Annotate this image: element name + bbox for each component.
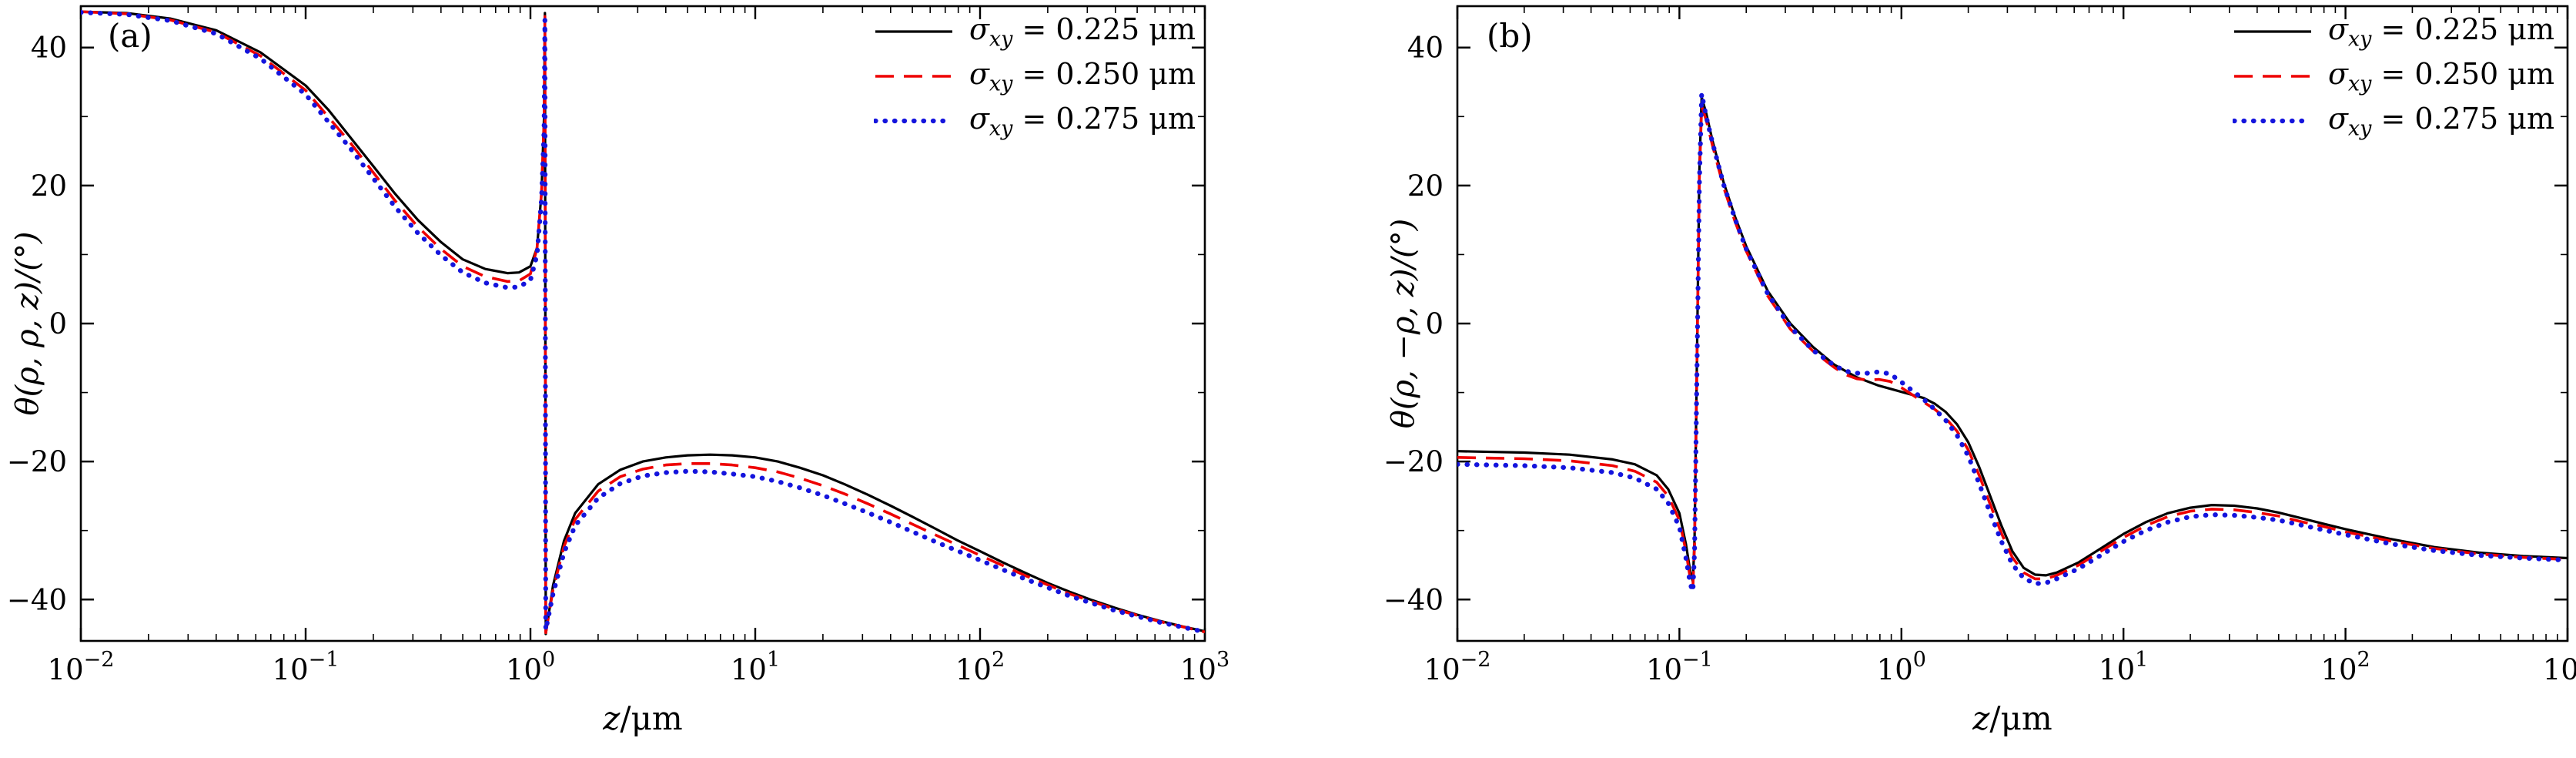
y-tick-label: 40: [1407, 32, 1444, 65]
panel-label: (b): [1487, 17, 1533, 55]
panel-b: 10−2 10−1 100 101 102 103 −40 −20 0 20 40 θ(ρ, −ρ,…: [1288, 0, 2576, 758]
y-tick-label: −40: [7, 583, 67, 616]
y-tick-label: −20: [1383, 445, 1444, 478]
panel-label: (a): [108, 17, 152, 55]
x-axis-variable: z: [603, 699, 621, 737]
legend-label: σxy = 0.275 μm: [2327, 101, 2554, 141]
legend-line-sample: [2232, 118, 2313, 124]
legend-item: σxy = 0.225 μm: [2233, 12, 2554, 51]
x-tick-label: 102: [2320, 648, 2370, 686]
legend-label: σxy = 0.275 μm: [969, 101, 1196, 141]
x-axis-label: z/μm: [603, 699, 682, 737]
x-tick-label: 103: [2543, 648, 2576, 686]
y-tick-label: 20: [1407, 169, 1444, 203]
legend-line-sample: [875, 75, 952, 78]
y-tick-label: 20: [31, 169, 67, 203]
legend-item: σxy = 0.225 μm: [874, 12, 1196, 51]
x-axis-unit: /μm: [620, 699, 683, 737]
x-axis-variable: z: [1972, 699, 1990, 737]
curve-series-2: [1457, 91, 2568, 594]
panel-b-plot: 10−2 10−1 100 101 102 103 −40 −20 0 20 40: [1383, 5, 2576, 686]
curve-series-0: [81, 10, 1205, 636]
x-tick-label: 101: [731, 648, 780, 686]
legend: σxy = 0.225 μm σxy = 0.250 μm σxy = 0.275 …: [873, 12, 1196, 141]
y-tick-label: −40: [1383, 583, 1444, 616]
legend-item: σxy = 0.275 μm: [2232, 101, 2554, 141]
legend-line-sample: [2233, 75, 2311, 78]
legend-item: σxy = 0.250 μm: [874, 57, 1196, 96]
x-tick-label: 10−2: [1424, 648, 1491, 686]
y-tick-label: 0: [1425, 307, 1444, 340]
x-tick-label: 10−2: [48, 648, 115, 686]
x-tick-label: 102: [955, 648, 1005, 686]
legend-line-sample: [875, 30, 952, 33]
x-tick-label: 10−1: [273, 648, 340, 686]
y-axis-label: θ(ρ, ρ, z)/(°): [10, 231, 45, 416]
curve-series-2: [81, 10, 1205, 635]
x-tick-label: 10−1: [1646, 648, 1713, 686]
curve-series-1: [81, 10, 1205, 635]
panel-a: 10−2 10−1 100 101 102 103 −40 −20 0 20 40 θ(ρ, ρ, …: [7, 5, 1229, 737]
legend-item: σxy = 0.250 μm: [2233, 57, 2554, 96]
y-tick-label: 0: [49, 307, 67, 340]
legend: σxy = 0.225 μm σxy = 0.250 μm σxy = 0.275 …: [2232, 12, 2554, 141]
y-tick-label: −20: [7, 445, 67, 478]
legend-label: σxy = 0.225 μm: [2327, 12, 2554, 52]
x-tick-label: 103: [1180, 648, 1229, 686]
x-tick-label: 100: [506, 648, 555, 686]
y-axis-label: θ(ρ, −ρ, z)/(°): [1386, 218, 1421, 429]
curve-series-1: [1457, 105, 2568, 589]
panel-a-plot: 10−2 10−1 100 101 102 103 −40 −20 0 20 40: [7, 5, 1229, 686]
legend-label: σxy = 0.250 μm: [2327, 56, 2554, 96]
x-axis-unit: /μm: [1989, 699, 2052, 737]
y-tick-label: 40: [31, 32, 67, 65]
x-axis-label: z/μm: [1972, 699, 2052, 737]
legend-line-sample: [2233, 30, 2311, 33]
legend-line-sample: [873, 118, 954, 124]
x-tick-label: 101: [2099, 648, 2148, 686]
legend-label: σxy = 0.250 μm: [969, 56, 1196, 96]
x-tick-label: 100: [1877, 648, 1926, 686]
curve-series-0: [1457, 96, 2568, 583]
legend-label: σxy = 0.225 μm: [969, 12, 1196, 52]
legend-item: σxy = 0.275 μm: [873, 101, 1196, 141]
